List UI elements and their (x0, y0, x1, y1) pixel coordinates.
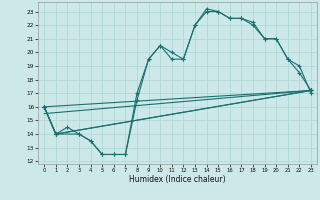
X-axis label: Humidex (Indice chaleur): Humidex (Indice chaleur) (129, 175, 226, 184)
